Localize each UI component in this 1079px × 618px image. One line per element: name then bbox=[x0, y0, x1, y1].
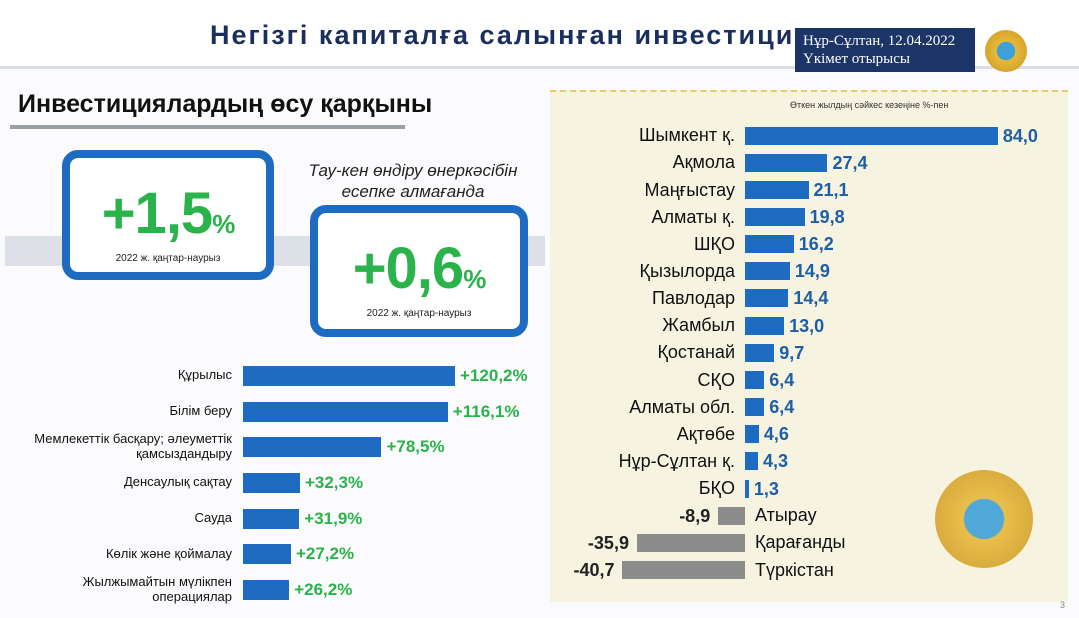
bar bbox=[243, 472, 300, 493]
value-label: 84,0 bbox=[1002, 125, 1038, 146]
category-label: Ақмола bbox=[672, 152, 735, 173]
emblem bbox=[985, 30, 1027, 72]
value-label: +31,9% bbox=[304, 508, 363, 528]
category-label: Жылжымайтын мүлікпен операциялар bbox=[82, 574, 232, 605]
bar bbox=[745, 452, 758, 471]
value-label: +32,3% bbox=[304, 472, 364, 492]
emblem bbox=[935, 470, 1033, 568]
value-label: +27,2% bbox=[295, 544, 355, 564]
category-label: Атырау bbox=[755, 505, 817, 526]
category-label: Көлік және қоймалау bbox=[105, 545, 232, 561]
bar bbox=[243, 365, 456, 386]
value-label: 1,3 bbox=[753, 478, 779, 499]
place-date: Нұр-Сұлтан, 12.04.2022 bbox=[803, 33, 956, 49]
value-label: 27,4 bbox=[832, 152, 868, 173]
value-label: 14,9 bbox=[794, 261, 830, 282]
section-title: Инвестициялардың өсу қарқыны bbox=[18, 90, 433, 118]
kpi-unit: % bbox=[463, 264, 486, 294]
bar bbox=[745, 316, 785, 335]
value-label: +120,2% bbox=[460, 365, 528, 385]
kpi-box: +1,5% 2022 ж. қаңтар-наурыз bbox=[62, 150, 274, 280]
category-label: СҚО bbox=[697, 369, 736, 390]
kpi-value: +1,5% bbox=[70, 180, 266, 247]
note: Тау-кен өндіру өнеркәсібін есепке алмаға… bbox=[308, 161, 518, 201]
bar bbox=[745, 126, 998, 145]
category-label: Маңғыстау bbox=[644, 179, 735, 200]
value-label: 4,6 bbox=[763, 424, 789, 445]
value-label: 19,8 bbox=[809, 207, 845, 228]
bar bbox=[243, 544, 291, 565]
value-label: 16,2 bbox=[798, 234, 834, 255]
title-underline bbox=[10, 125, 405, 129]
event: Үкімет отырысы bbox=[803, 51, 910, 67]
bar bbox=[745, 343, 775, 362]
value-label: -35,9 bbox=[587, 532, 629, 553]
value-label: -8,9 bbox=[679, 505, 711, 526]
category-label: Нұр-Сұлтан қ. bbox=[618, 451, 735, 472]
kpi-period: 2022 ж. қаңтар-наурыз bbox=[366, 308, 472, 319]
bar bbox=[745, 262, 790, 281]
value-label: 13,0 bbox=[789, 315, 825, 336]
bar bbox=[745, 180, 809, 199]
category-label: Денсаулық сақтау bbox=[123, 474, 232, 490]
category-label: Жамбыл bbox=[662, 315, 735, 336]
category-label: БҚО bbox=[698, 478, 735, 499]
value-label: 4,3 bbox=[762, 451, 788, 472]
kpi-number: +0,6 bbox=[352, 236, 464, 301]
category-label: Білім беру bbox=[169, 403, 232, 419]
category-label: Қызылорда bbox=[639, 260, 735, 281]
bar bbox=[745, 479, 749, 498]
bar bbox=[745, 235, 794, 254]
kpi-box: +0,6% 2022 ж. қаңтар-наурыз bbox=[310, 205, 528, 337]
event-box: Нұр-Сұлтан, 12.04.2022 Үкімет отырысы bbox=[795, 28, 975, 72]
category-label: Қостанай bbox=[657, 342, 735, 363]
bar bbox=[243, 580, 290, 601]
category-label: Құрылыс bbox=[177, 367, 232, 383]
category-label: Павлодар bbox=[652, 288, 735, 309]
page-number: 3 bbox=[1060, 600, 1066, 610]
kpi-number: +1,5 bbox=[101, 181, 213, 246]
value-label: 6,4 bbox=[769, 397, 795, 418]
value-label: +116,1% bbox=[452, 401, 520, 421]
bar bbox=[745, 398, 765, 417]
bar bbox=[636, 533, 745, 552]
bar bbox=[745, 370, 765, 389]
bar bbox=[745, 425, 759, 444]
bar bbox=[622, 560, 745, 579]
bar bbox=[243, 401, 448, 422]
bar bbox=[243, 437, 382, 458]
category-label: ШҚО bbox=[694, 233, 735, 254]
value-label: +26,2% bbox=[294, 580, 353, 600]
bar bbox=[745, 289, 789, 308]
value-label: 21,1 bbox=[813, 179, 849, 200]
category-label: Шымкент қ. bbox=[639, 125, 735, 146]
category-label: Ақтөбе bbox=[676, 423, 735, 444]
kpi-unit: % bbox=[212, 209, 235, 239]
category-label: Сауда bbox=[194, 510, 232, 526]
category-label: Алматы обл. bbox=[629, 396, 735, 417]
category-label: Мемлекеттік басқару; әлеуметтік қамсызда… bbox=[34, 431, 232, 462]
value-label: 14,4 bbox=[793, 288, 829, 309]
bar bbox=[745, 208, 805, 227]
value-label: -40,7 bbox=[573, 559, 615, 580]
chart-subtitle: Өткен жылдың сәйкес кезеңіне %-пен bbox=[790, 100, 949, 110]
category-label: Түркістан bbox=[755, 559, 834, 580]
bar bbox=[718, 506, 745, 525]
category-label: Қарағанды bbox=[755, 532, 846, 553]
bar bbox=[745, 153, 828, 172]
value-label: 6,4 bbox=[769, 369, 795, 390]
header-title: Негізгі капиталға салынған инвестици bbox=[210, 20, 795, 50]
bar bbox=[243, 508, 300, 529]
kpi-value: +0,6% bbox=[318, 235, 520, 302]
value-label: +78,5% bbox=[386, 437, 445, 457]
category-label: Алматы қ. bbox=[651, 206, 735, 227]
value-label: 9,7 bbox=[779, 342, 805, 363]
kpi-period: 2022 ж. қаңтар-наурыз bbox=[115, 253, 221, 264]
